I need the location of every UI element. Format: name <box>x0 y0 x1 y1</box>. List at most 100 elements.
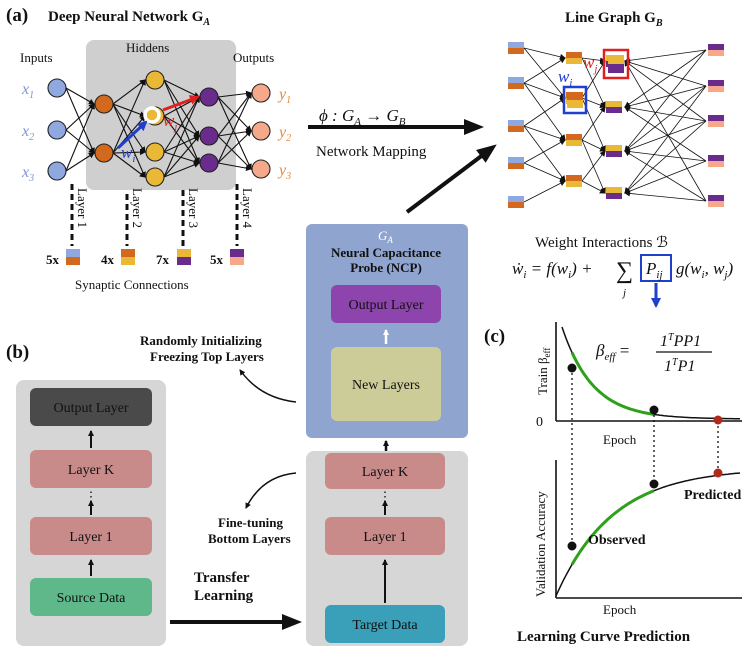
input-node <box>47 161 67 181</box>
edge-node-layer4 <box>708 44 724 56</box>
top-zero-tick: 0 <box>536 415 543 430</box>
output-label: y2 <box>277 124 291 144</box>
wj-arrow <box>162 95 200 112</box>
wi-edge-node <box>567 92 583 108</box>
ncp-output-layer-label: Output Layer <box>348 298 423 313</box>
line-graph-title: Line Graph GB <box>565 10 663 29</box>
edge-node-layer4 <box>708 195 724 207</box>
target-layer-1 <box>325 517 445 555</box>
learning-curve-title: Learning Curve Prediction <box>517 629 691 645</box>
hidden3-node <box>199 126 219 146</box>
output-label: y3 <box>277 162 291 182</box>
source-data <box>30 578 152 616</box>
dnn-title: Deep Neural Network GA <box>48 9 210 28</box>
edge-node-layer3 <box>606 101 622 113</box>
top-epoch-label: Epoch <box>603 432 637 447</box>
svg-text:1TPP1: 1TPP1 <box>660 332 701 350</box>
line-graph-edges <box>523 47 707 203</box>
wi-arrow <box>116 120 148 150</box>
edge-node-layer4 <box>708 115 724 127</box>
svg-text:∑: ∑ <box>616 258 633 284</box>
layer-label-1: Layer 1 <box>75 188 90 228</box>
input-node <box>47 78 67 98</box>
output-node <box>251 83 271 103</box>
hidden2-node <box>145 167 165 187</box>
bottom-ylabel: Validation Accuracy <box>533 491 548 597</box>
top-curve-observed <box>570 351 655 416</box>
hidden1-node <box>94 94 114 114</box>
input-node <box>47 120 67 140</box>
random-init-line2: Freezing Top Layers <box>150 349 264 364</box>
outputs-title: Outputs <box>233 50 274 65</box>
edge-node-layer1 <box>508 120 524 132</box>
panel-b-label: (b) <box>6 342 29 363</box>
svg-text:1TP1: 1TP1 <box>664 357 695 375</box>
edge-node-layer2 <box>566 134 582 146</box>
target-layer-k <box>325 453 445 489</box>
edge-node-layer1 <box>508 157 524 169</box>
target-layer-k-label: Layer K <box>362 465 408 480</box>
dynamics-equation: ẇi = f(wi) + ∑ j Pij g(wi, wj) <box>512 254 733 299</box>
panel-a-label: (a) <box>6 5 28 26</box>
panel-b: (b) Output Layer Layer K Layer 1 Source … <box>6 342 468 646</box>
count-3: 7x <box>156 252 170 267</box>
fine-tuning-line1: Fine-tuning <box>218 515 284 530</box>
layer-label-2: Layer 2 <box>130 188 145 228</box>
count-4: 5x <box>210 252 224 267</box>
edge-icon-1 <box>66 249 80 265</box>
ncp-title-line1: Neural Capacitance <box>331 245 441 260</box>
source-ellipsis: ⋮ <box>85 489 98 504</box>
svg-text:ẇi = f(wi) +: ẇi = f(wi) + <box>512 259 593 281</box>
predicted-label: Predicted <box>684 488 741 503</box>
network-nodes <box>47 70 271 187</box>
source-layer-k-label: Layer K <box>68 463 114 478</box>
ncp-new-layers-box <box>331 347 441 421</box>
count-1: 5x <box>46 252 60 267</box>
input-label: x1 <box>21 81 34 101</box>
svg-text:Pij: Pij <box>645 259 663 281</box>
transfer-line2: Learning <box>194 588 254 604</box>
bottom-curve-observed <box>570 489 655 566</box>
hidden2-node <box>145 142 165 162</box>
edge-node-layer2 <box>566 52 582 64</box>
edge-node-layer3 <box>606 187 622 199</box>
edge-icon-2 <box>121 249 135 265</box>
svg-text:βeff =: βeff = <box>595 341 629 363</box>
random-init-arrow <box>239 369 297 403</box>
ncp-output-layer-box <box>331 285 441 323</box>
bottom-epoch-label: Epoch <box>603 602 637 617</box>
panel-c: (c) Train βeff 0 Epoch βeff = 1TPP1 1TP1… <box>484 322 742 645</box>
lg-wi-label: wi <box>558 67 572 89</box>
source-layer-1-label: Layer 1 <box>69 530 112 545</box>
output-node <box>251 121 271 141</box>
svg-text:g(wi, wj): g(wi, wj) <box>676 259 733 281</box>
edge-node-layer2 <box>566 175 582 187</box>
output-labels: y1 y2 y3 <box>277 86 291 182</box>
line-graph-nodes <box>508 42 724 208</box>
target-data <box>325 605 445 643</box>
panel-c-label: (c) <box>484 326 505 347</box>
source-output-label: Output Layer <box>53 401 128 416</box>
lg-wj-label: wj <box>583 53 597 75</box>
line-graph: Line Graph GB wi wj Weight Interactions … <box>508 10 733 308</box>
transfer-line1: Transfer <box>194 570 250 586</box>
top-ylabel: Train βeff <box>535 348 552 395</box>
weight-interactions-title: Weight Interactions ℬ <box>535 235 668 251</box>
ncp-panel: GA Neural Capacitance Probe (NCP) Output… <box>140 224 468 451</box>
ncp-ga: GA <box>378 228 393 245</box>
edge-node-layer1 <box>508 42 524 54</box>
input-labels: x1 x2 x3 <box>21 81 34 184</box>
layer-dash-lines <box>70 184 239 246</box>
source-layer-k <box>30 450 152 488</box>
mapping-label: Network Mapping <box>316 144 427 160</box>
hidden3-node <box>199 153 219 173</box>
wj-edge-node <box>608 55 624 73</box>
hidden3-node <box>199 87 219 107</box>
source-layer-1 <box>30 517 152 555</box>
edge-node-layer3 <box>606 145 622 157</box>
layer-label-3: Layer 3 <box>186 188 201 228</box>
highlighted-node <box>143 106 161 124</box>
target-data-label: Target Data <box>352 618 418 633</box>
target-layer-1-label: Layer 1 <box>363 530 406 545</box>
